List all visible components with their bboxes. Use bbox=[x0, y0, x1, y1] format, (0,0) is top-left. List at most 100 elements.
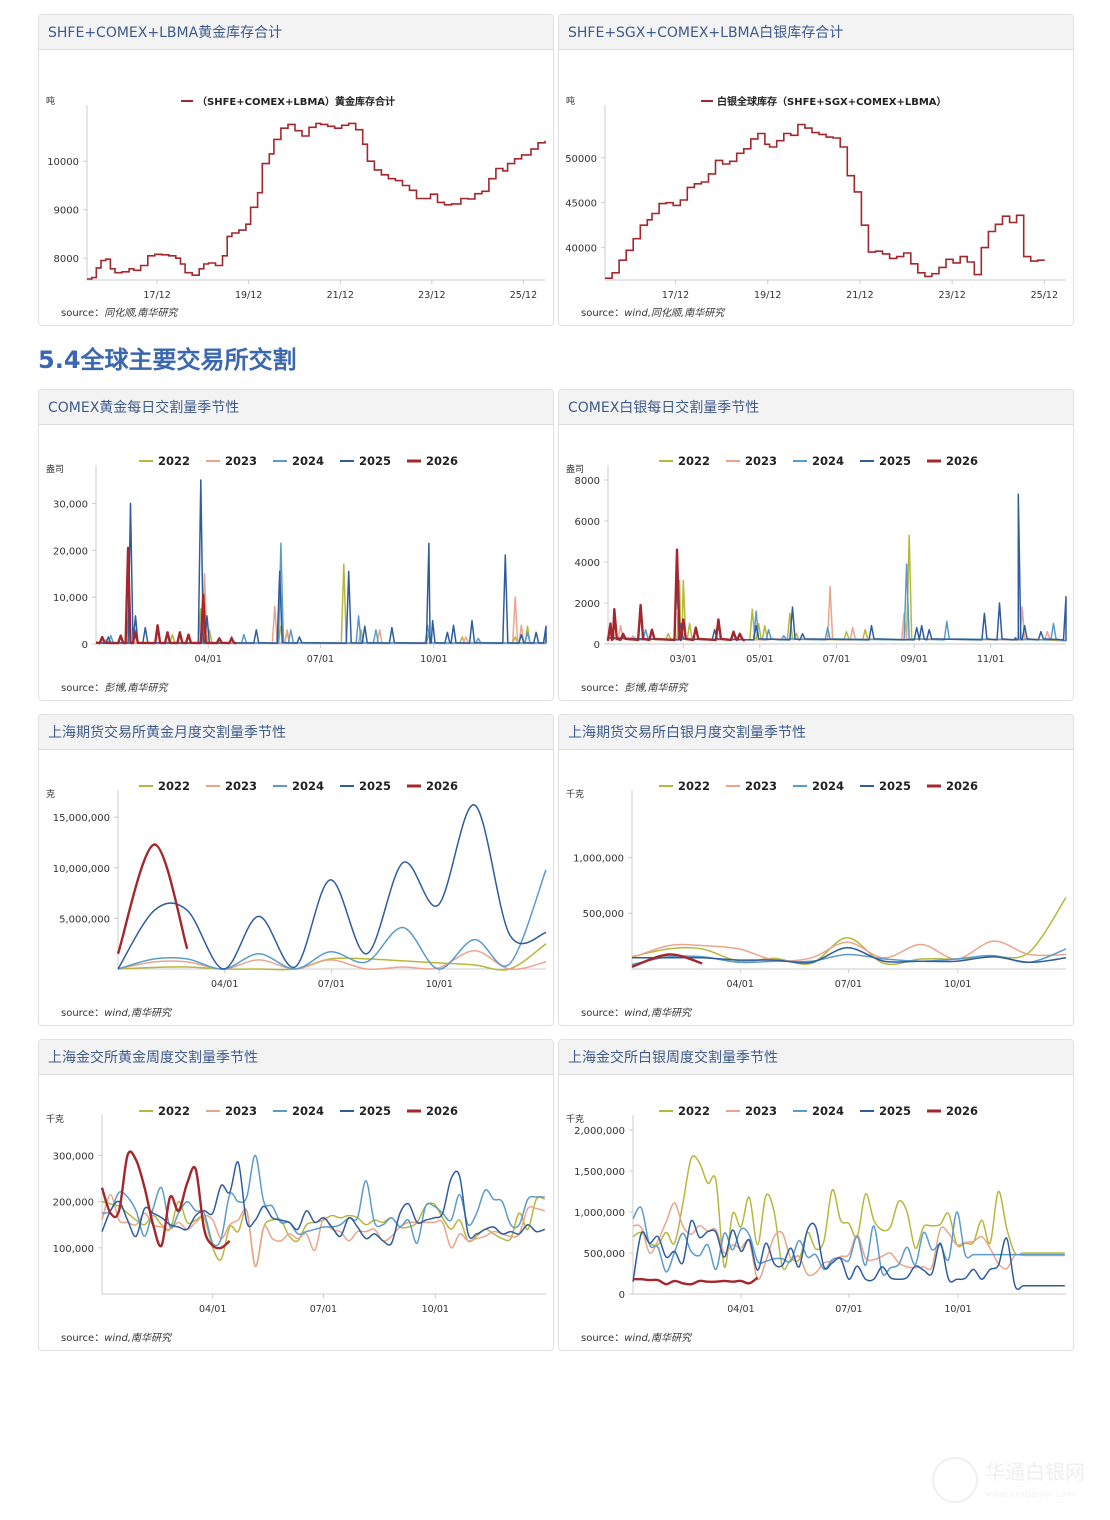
legend-item-2024[interactable]: 2024 bbox=[273, 454, 324, 468]
legend-item[interactable]: （SHFE+COMEX+LBMA）黄金库存合计 bbox=[181, 95, 395, 108]
legend-item[interactable]: 白银全球库存（SHFE+SGX+COMEX+LBMA） bbox=[701, 95, 947, 108]
legend-item-2025[interactable]: 2025 bbox=[340, 454, 391, 468]
legend-item-2025[interactable]: 2025 bbox=[860, 454, 911, 468]
watermark-logo-icon: 华通白银网 www.xxxbaiyin.com bbox=[932, 1457, 1085, 1503]
series-line bbox=[87, 122, 546, 280]
legend-item-2022[interactable]: 2022 bbox=[139, 454, 190, 468]
y-unit-label: 吨 bbox=[46, 95, 55, 107]
x-tick-label: 04/01 bbox=[727, 979, 754, 990]
source-label: source： bbox=[61, 1333, 105, 1344]
legend-item-2025[interactable]: 2025 bbox=[340, 1104, 391, 1118]
series-line-2025 bbox=[101, 1161, 546, 1246]
x-tick-label: 25/12 bbox=[1031, 290, 1058, 301]
chart-svg: 千克 500,000 1,000,000 04/01 07/01 10/01 2022 202… bbox=[566, 779, 1067, 990]
chart-title: 上海金交所白银周度交割量季节性 bbox=[559, 1040, 1073, 1075]
chart-panel-sge-silver-weekly: 上海金交所白银周度交割量季节性 千克 0 500,000 1,000,000 1,500,… bbox=[558, 1039, 1074, 1351]
series-line-2025 bbox=[95, 479, 547, 644]
legend-item-2026[interactable]: 2026 bbox=[407, 1104, 458, 1118]
y-tick-label: 0 bbox=[594, 640, 600, 651]
y-tick-label: 300,000 bbox=[53, 1151, 94, 1162]
legend-label: 2023 bbox=[745, 1104, 777, 1118]
source-note: source：wind,南华研究 bbox=[61, 1329, 171, 1344]
y-tick-label: 0 bbox=[619, 1290, 625, 1301]
legend-label: 白银全球库存（SHFE+SGX+COMEX+LBMA） bbox=[717, 95, 947, 108]
series-line-2026 bbox=[100, 1150, 231, 1250]
legend-label: 2025 bbox=[359, 454, 391, 468]
y-tick-label: 10,000 bbox=[53, 593, 88, 604]
legend-label: 2026 bbox=[946, 454, 978, 468]
y-tick-label: 45000 bbox=[565, 199, 597, 210]
series-line-2023 bbox=[117, 950, 547, 971]
source-note: source：wind,同化顺,南华研究 bbox=[581, 304, 724, 319]
legend-item-2023[interactable]: 2023 bbox=[206, 779, 257, 793]
series-line-2022 bbox=[117, 943, 547, 971]
series-line-2024 bbox=[632, 1206, 1065, 1276]
chart-title: 上海期货交易所白银月度交割量季节性 bbox=[559, 715, 1073, 750]
legend-label: 2024 bbox=[292, 454, 324, 468]
y-tick-label: 2000 bbox=[575, 599, 600, 610]
legend-item-2024[interactable]: 2024 bbox=[273, 779, 324, 793]
legend-item-2024[interactable]: 2024 bbox=[793, 1104, 844, 1118]
source-label: source： bbox=[581, 1333, 625, 1344]
source-text: 同化顺,南华研究 bbox=[104, 308, 178, 319]
x-tick-label: 10/01 bbox=[426, 979, 453, 990]
chart-title: COMEX白银每日交割量季节性 bbox=[559, 390, 1073, 425]
x-tick-label: 21/12 bbox=[846, 290, 873, 301]
y-tick-label: 500,000 bbox=[583, 909, 624, 920]
series-line-2022 bbox=[95, 563, 547, 645]
legend-item-2023[interactable]: 2023 bbox=[726, 454, 777, 468]
legend-item-2022[interactable]: 2022 bbox=[139, 1104, 190, 1118]
legend-label: 2023 bbox=[225, 454, 257, 468]
legend-label: 2022 bbox=[158, 1104, 190, 1118]
legend-item-2024[interactable]: 2024 bbox=[793, 454, 844, 468]
legend-item-2026[interactable]: 2026 bbox=[927, 779, 978, 793]
legend-item-2026[interactable]: 2026 bbox=[407, 779, 458, 793]
legend-item-2024[interactable]: 2024 bbox=[273, 1104, 324, 1118]
x-tick-label: 23/12 bbox=[418, 290, 445, 301]
y-unit-label: 千克 bbox=[566, 1114, 584, 1125]
x-tick-label: 09/01 bbox=[900, 654, 927, 665]
legend-item-2023[interactable]: 2023 bbox=[726, 1104, 777, 1118]
legend-item-2022[interactable]: 2022 bbox=[659, 779, 710, 793]
source-note: source：彭博,南华研究 bbox=[581, 679, 687, 694]
legend-label: 2026 bbox=[946, 779, 978, 793]
legend-label: 2023 bbox=[745, 454, 777, 468]
y-unit-label: 盎司 bbox=[566, 463, 584, 475]
series-line-2025 bbox=[631, 947, 1067, 964]
x-tick-label: 17/12 bbox=[143, 290, 170, 301]
source-note: source：wind,南华研究 bbox=[581, 1004, 691, 1019]
legend-item-2022[interactable]: 2022 bbox=[659, 1104, 710, 1118]
legend-label: 2022 bbox=[158, 779, 190, 793]
series-line-2025 bbox=[117, 804, 547, 970]
chart-svg: 千克 100,000 200,000 300,000 04/01 07/01 10/01 20… bbox=[46, 1104, 546, 1315]
legend-item-2026[interactable]: 2026 bbox=[407, 454, 458, 468]
legend-item-2024[interactable]: 2024 bbox=[793, 779, 844, 793]
legend-item-2025[interactable]: 2025 bbox=[340, 779, 391, 793]
legend-item-2022[interactable]: 2022 bbox=[139, 779, 190, 793]
x-tick-label: 03/01 bbox=[670, 654, 697, 665]
watermark-sub: www.xxxbaiyin.com bbox=[985, 1490, 1074, 1500]
series-line-2023 bbox=[631, 940, 1067, 962]
series-line-2024 bbox=[631, 948, 1067, 966]
chart-svg: 吨 40000 45000 50000 17/12 19/12 21/12 23/12 25/1… bbox=[565, 95, 1066, 301]
series-line-2023 bbox=[632, 1202, 1065, 1281]
y-tick-label: 40000 bbox=[565, 244, 597, 255]
chart-panel-sge-gold-weekly: 上海金交所黄金周度交割量季节性千克 100,000 200,000 300,000 04… bbox=[38, 1039, 554, 1351]
chart-title: COMEX黄金每日交割量季节性 bbox=[39, 390, 553, 425]
legend-item-2026[interactable]: 2026 bbox=[927, 1104, 978, 1118]
x-tick-label: 07/01 bbox=[310, 1304, 337, 1315]
legend-label: 2022 bbox=[678, 1104, 710, 1118]
legend-label: 2026 bbox=[426, 779, 458, 793]
legend-item-2026[interactable]: 2026 bbox=[927, 454, 978, 468]
legend-item-2022[interactable]: 2022 bbox=[659, 454, 710, 468]
chart-title: 上海金交所黄金周度交割量季节性 bbox=[39, 1040, 553, 1075]
source-note: source：同化顺,南华研究 bbox=[61, 304, 177, 319]
legend-item-2025[interactable]: 2025 bbox=[860, 779, 911, 793]
legend-label: 2024 bbox=[812, 779, 844, 793]
legend-item-2023[interactable]: 2023 bbox=[206, 1104, 257, 1118]
x-tick-label: 21/12 bbox=[327, 290, 354, 301]
chart-panel-shfe-silver-monthly: 上海期货交易所白银月度交割量季节性千克 500,000 1,000,000 04/01… bbox=[558, 714, 1074, 1026]
legend-item-2023[interactable]: 2023 bbox=[206, 454, 257, 468]
legend-item-2025[interactable]: 2025 bbox=[860, 1104, 911, 1118]
legend-item-2023[interactable]: 2023 bbox=[726, 779, 777, 793]
